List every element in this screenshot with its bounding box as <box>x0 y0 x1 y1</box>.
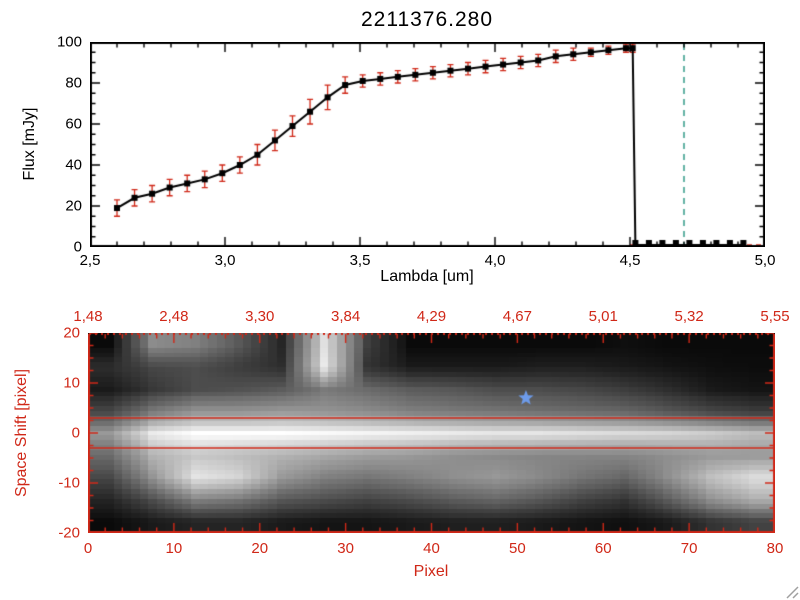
plot-title: 2211376.280 <box>360 8 494 31</box>
pixel-tick-label: 70 <box>680 540 698 557</box>
lambda-top-tick-label: 2,48 <box>159 308 189 325</box>
lambda-tick-label: 3,5 <box>349 252 371 269</box>
lambda-top-tick-label: 5,32 <box>674 308 704 325</box>
flux-tick-label: 0 <box>73 238 82 256</box>
pixel-tick-label: 20 <box>251 540 269 557</box>
lambda-tick-label: 4,5 <box>619 252 641 269</box>
lambda-top-tick-label: 4,29 <box>416 308 447 325</box>
pixel-tick-label: 50 <box>509 540 526 557</box>
lambda-tick-label: 3,0 <box>214 252 236 269</box>
lambda-tick-label: 2,5 <box>79 252 101 269</box>
resize-grip[interactable] <box>785 585 799 599</box>
lambda-top-tick-label: 3,30 <box>245 308 275 325</box>
lambda-top-tick-label: 1,48 <box>73 308 103 325</box>
flux-tick-label: 40 <box>65 156 82 174</box>
pixel-tick-label: 30 <box>337 540 354 557</box>
space-shift-tick-label: 20 <box>63 324 80 342</box>
lambda-top-tick-label: 5,01 <box>588 308 618 325</box>
pixel-tick-label: 60 <box>594 540 612 557</box>
lambda-top-tick-label: 3,84 <box>331 308 361 325</box>
space-shift-tick-label: 0 <box>71 424 80 442</box>
space-shift-axis-label: Space Shift [pixel] <box>13 368 30 498</box>
flux-tick-label: 80 <box>65 74 82 92</box>
flux-tick-label: 100 <box>56 33 82 51</box>
pixel-tick-label: 10 <box>165 540 183 557</box>
space-shift-tick-label: -20 <box>58 524 80 542</box>
spectral-image-canvas <box>88 333 775 533</box>
pixel-tick-label: 40 <box>423 540 440 557</box>
pixel-tick-label: 80 <box>766 540 784 557</box>
spectrum-plot-canvas <box>90 42 765 247</box>
flux-tick-label: 20 <box>65 197 82 215</box>
space-shift-tick-label: 10 <box>63 374 80 392</box>
lambda-top-tick-label: 5,55 <box>760 308 790 325</box>
flux-tick-label: 60 <box>65 115 82 133</box>
pixel-tick-label: 0 <box>83 540 93 557</box>
space-shift-tick-label: -10 <box>58 474 80 492</box>
lambda-top-tick-label: 4,67 <box>502 308 532 325</box>
lambda-tick-label: 4,0 <box>484 252 506 269</box>
lambda-tick-label: 5,0 <box>754 252 776 269</box>
flux-axis-label: Flux [mJy] <box>21 107 38 181</box>
lambda-axis-label: Lambda [um] <box>380 268 474 285</box>
pixel-axis-label: Pixel <box>413 563 449 580</box>
